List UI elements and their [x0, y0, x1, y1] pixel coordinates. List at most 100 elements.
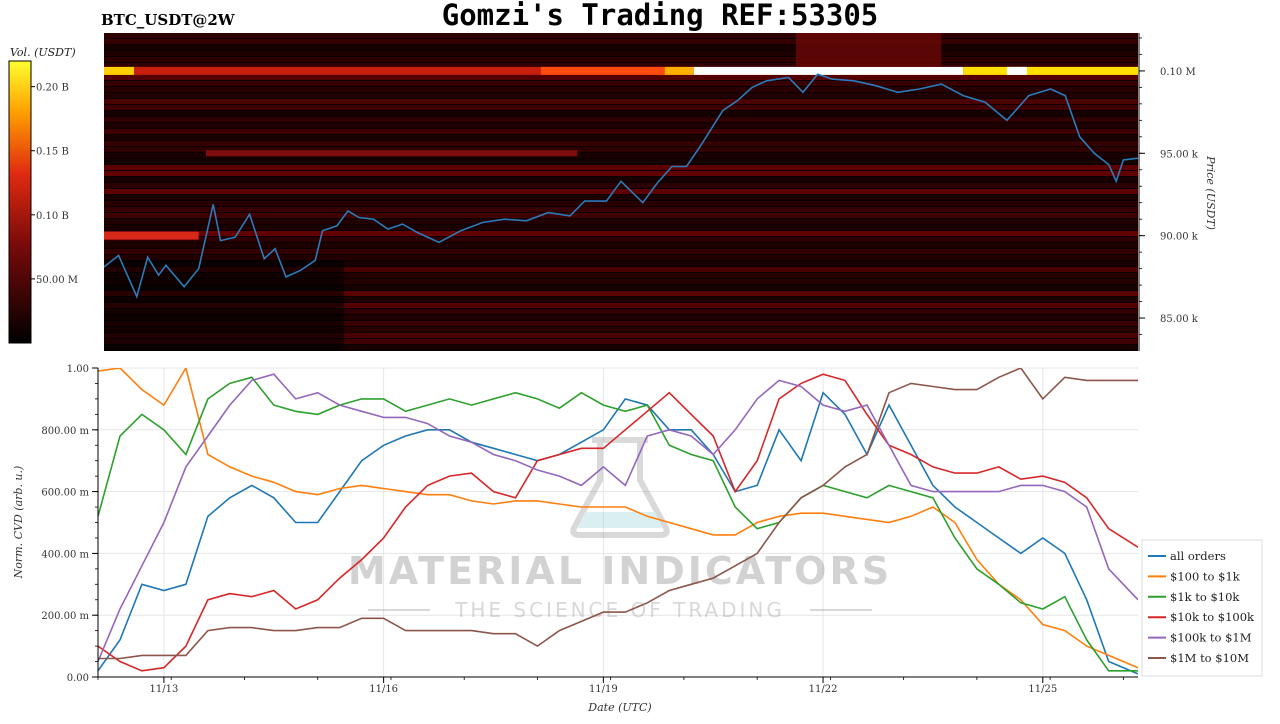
cvd-y-ticks: 1.00 800.00 m 600.00 m 400.00 m 200.00 m 0.00 [41, 364, 98, 684]
watermark-tagline: THE SCIENCE OF TRADING [454, 598, 785, 622]
colorbar-tick-label: 0.15 B [36, 147, 69, 158]
heatmap-cell-row [104, 297, 1138, 302]
heatmap-cell-row [104, 141, 1138, 146]
heatmap-cell-row [104, 123, 1138, 128]
cvd-x-tick-label: 11/22 [809, 684, 838, 695]
legend-label: $10k to $100k [1170, 610, 1255, 624]
heatmap-cell-row [104, 129, 1138, 134]
heatmap-cell-row [104, 99, 1138, 104]
bright-level-band [205, 150, 578, 157]
heatmap-cell-row [104, 207, 1138, 212]
heatmap-cell-row [104, 105, 1138, 110]
price-axis-label: Price (USDT) [1204, 155, 1217, 230]
colorbar-tick-label: 0.10 B [36, 211, 69, 222]
heatmap-cell-row [104, 333, 1138, 338]
level-band-peak [1006, 66, 1027, 75]
cvd-x-ticks: 11/13 11/16 11/19 11/22 11/25 [97, 677, 1124, 695]
cvd-x-tick-label: 11/16 [369, 684, 398, 695]
price-tick-label: 85.00 k [1160, 314, 1199, 325]
heatmap-cell-row [104, 225, 1138, 230]
level-band-hot [963, 66, 1138, 75]
heatmap-cell-row [104, 147, 1138, 152]
heatmap-cell-row [104, 63, 1138, 68]
heatmap-cell-row [104, 321, 1138, 326]
series-line-s10k [98, 373, 1138, 672]
symbol-label: BTC_USDT@2W [101, 11, 236, 29]
heatmap-cell-row [104, 261, 1138, 266]
cvd-y-tick-label: 400.00 m [41, 549, 89, 560]
heatmap-cell-row [104, 177, 1138, 182]
level-band [104, 231, 199, 240]
heatmap-cell-row [104, 285, 1138, 290]
legend-label: $1M to $10M [1170, 651, 1249, 665]
heatmap-cell-row [104, 75, 1138, 80]
level-band-hot [664, 66, 694, 75]
heatmap-cell-row [104, 195, 1138, 200]
legend-label: $1k to $10k [1170, 590, 1240, 604]
bright-level-band [104, 231, 199, 240]
heatmap-cell-row [104, 231, 1138, 236]
cvd-y-tick-label: 200.00 m [41, 611, 89, 622]
colorbar-tick-label: 0.20 B [36, 83, 69, 94]
heatmap-cell-row [104, 255, 1138, 260]
heatmap-cell-row [104, 339, 1138, 344]
colorbar-ticks: 0.20 B 0.15 B 0.10 B 50.00 M [31, 83, 78, 286]
heatmap-cell-row [104, 201, 1138, 206]
heatmap-cell-row [104, 57, 1138, 62]
heatmap-cell-row [104, 327, 1138, 332]
price-tick-label: 0.10 M [1160, 67, 1196, 78]
level-band-hot [540, 66, 665, 75]
heatmap-cell-row [104, 345, 1138, 350]
heatmap-cell-row [104, 309, 1138, 314]
heatmap-cell-row [104, 219, 1138, 224]
heatmap-cell-row [104, 291, 1138, 296]
bright-level-band [104, 33, 1138, 75]
heatmap-cell-row [104, 273, 1138, 278]
price-series-line [104, 73, 1138, 299]
heatmap-cell-row [104, 81, 1138, 86]
legend-label: $100k to $1M [1170, 631, 1252, 645]
heatmap-cell-row [104, 213, 1138, 218]
cvd-series-lines [98, 368, 1138, 675]
heatmap-cell-row [104, 279, 1138, 284]
legend-label: all orders [1170, 549, 1226, 563]
watermark: MATERIAL INDICATORS THE SCIENCE OF TRADI… [348, 437, 889, 622]
heatmap-cell-row [104, 315, 1138, 320]
heatmap-cell-row [104, 249, 1138, 254]
heatmap-cell-row [104, 45, 1138, 50]
cvd-x-tick-label: 11/25 [1028, 684, 1057, 695]
cvd-x-tick-label: 11/19 [589, 684, 618, 695]
heatmap-cell-row [104, 243, 1138, 248]
colorbar-label: Vol. (USDT) [10, 46, 76, 59]
cvd-x-tick-label: 11/13 [150, 684, 179, 695]
heatmap-cell-row [104, 237, 1138, 242]
heatmap-cell-row [104, 135, 1138, 140]
colorbar [8, 60, 32, 344]
cvd-x-label: Date (UTC) [587, 701, 651, 714]
series-line-all_orders [98, 391, 1138, 675]
legend-label: $100 to $1k [1170, 569, 1241, 583]
cvd-y-tick-label: 0.00 [67, 673, 89, 684]
legend-box [1141, 539, 1263, 677]
cvd-y-tick-label: 800.00 m [41, 426, 89, 437]
cvd-plot-area [98, 368, 1138, 677]
price-tick-label: 95.00 k [1160, 149, 1199, 160]
level-band-top [795, 33, 942, 67]
level-band [205, 150, 578, 157]
series-line-s100 [98, 368, 1138, 669]
legend: all orders $100 to $1k $1k to $10k $10k to … [1141, 539, 1263, 677]
heatmap-bands [104, 33, 1138, 351]
level-band-hot [104, 66, 134, 75]
series-line-s100k [98, 373, 1138, 662]
heatmap-cell-row [104, 165, 1138, 170]
heatmap-cell-row [104, 117, 1138, 122]
series-line-s1k [98, 376, 1138, 672]
cvd-y-tick-label: 600.00 m [41, 488, 89, 499]
level-band-peak [693, 66, 964, 75]
heatmap-cell-row [104, 153, 1138, 158]
heatmap-cell-row [104, 93, 1138, 98]
heatmap-cell-row [104, 189, 1138, 194]
heatmap-cell-row [104, 159, 1138, 164]
